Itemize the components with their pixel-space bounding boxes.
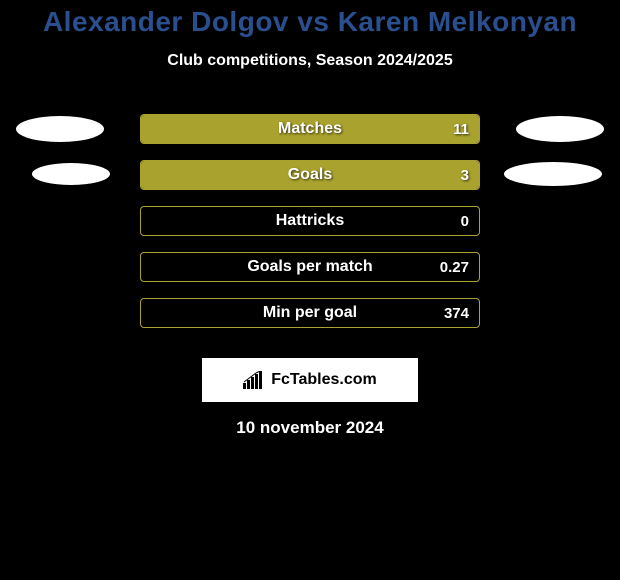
stat-bar-track: Goals3 (140, 160, 480, 190)
stat-value: 374 (444, 299, 469, 327)
stat-value: 0 (461, 207, 469, 235)
stat-bar-track: Min per goal374 (140, 298, 480, 328)
date-label: 10 november 2024 (0, 418, 620, 438)
page-title: Alexander Dolgov vs Karen Melkonyan (0, 6, 620, 38)
brand-badge: FcTables.com (202, 358, 418, 402)
stat-label: Min per goal (141, 299, 479, 327)
stat-bar-fill (141, 161, 479, 189)
stats-block: Matches11 Goals3 Hattricks0 Goals per match… (0, 106, 620, 336)
stat-bar-track: Hattricks0 (140, 206, 480, 236)
subtitle: Club competitions, Season 2024/2025 (0, 52, 620, 70)
stat-bar-track: Matches11 (140, 114, 480, 144)
stat-row: Min per goal374 (0, 290, 620, 336)
bar-chart-icon (243, 371, 265, 389)
stat-bar-fill (141, 115, 479, 143)
stat-row: Hattricks0 (0, 198, 620, 244)
brand-text: FcTables.com (271, 371, 377, 389)
stat-label: Hattricks (141, 207, 479, 235)
stat-label: Goals per match (141, 253, 479, 281)
stat-row: Matches11 (0, 106, 620, 152)
stat-value: 0.27 (440, 253, 469, 281)
comparison-infographic: Alexander Dolgov vs Karen Melkonyan Club… (0, 0, 620, 438)
stat-row: Goals per match0.27 (0, 244, 620, 290)
stat-row: Goals3 (0, 152, 620, 198)
stat-bar-track: Goals per match0.27 (140, 252, 480, 282)
